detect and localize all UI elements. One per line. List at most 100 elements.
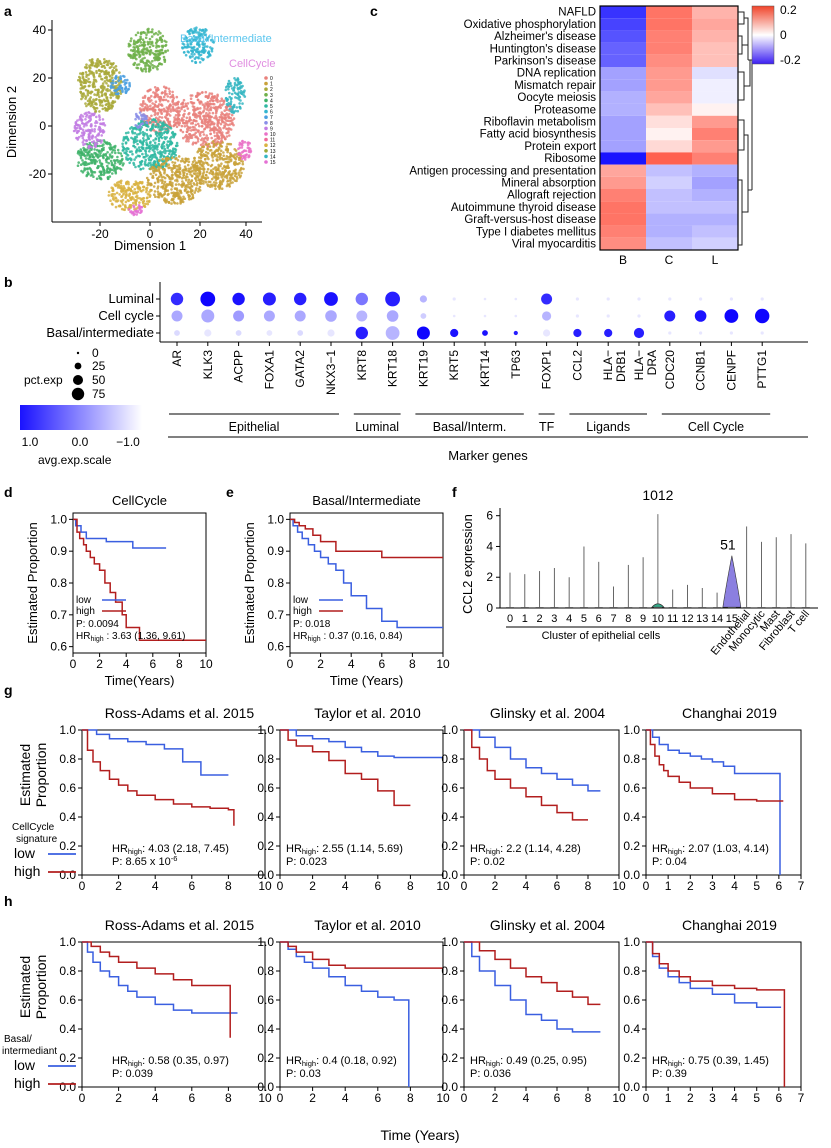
tsne-cell-point: [157, 165, 160, 169]
tsne-cell-point: [152, 139, 155, 142]
tsne-cell-point: [221, 170, 224, 174]
tsne-cell-point: [88, 59, 92, 62]
tsne-cell-point: [135, 57, 138, 61]
tsne-cell-point: [117, 79, 120, 83]
tsne-cell-point: [93, 161, 96, 164]
tsne-cell-point: [170, 191, 173, 195]
tsne-cell-point: [92, 71, 95, 75]
hr-label: HR: [286, 843, 302, 855]
tsne-cell-point: [230, 113, 234, 117]
heatmap-row-label: Type I diabetes mellitus: [476, 226, 596, 238]
tsne-cell-point: [203, 42, 206, 46]
km-y-tick-label: 0.8: [623, 964, 640, 978]
panel-letter-g: g: [4, 682, 13, 698]
tsne-cell-point: [235, 106, 239, 109]
tsne-cell-point: [204, 151, 208, 154]
size-legend-dot: [76, 351, 80, 355]
tsne-cell-point: [223, 109, 226, 112]
tsne-cell-point: [136, 142, 139, 146]
tsne-cell-point: [146, 28, 149, 31]
heatmap-row-label: Oocyte meiosis: [517, 92, 596, 104]
tsne-cell-point: [141, 104, 144, 108]
dotplot-gene-label: CDC20: [663, 350, 677, 390]
tsne-cell-point: [201, 130, 205, 134]
tsne-cell-point: [210, 92, 214, 95]
tsne-cell-point: [179, 191, 183, 195]
tsne-cell-point: [142, 61, 146, 65]
tsne-cell-point: [99, 152, 102, 155]
tsne-cell-point: [138, 201, 141, 204]
km-curve-high: [464, 729, 588, 821]
km-x-tick-label: 10: [258, 1091, 272, 1105]
dotplot-gene-label: KRT8: [355, 350, 369, 381]
tsne-cell-point: [85, 123, 88, 127]
km-x-tick-label: 6: [374, 879, 381, 893]
tsne-cell-point: [98, 159, 101, 162]
tsne-cell-point: [104, 93, 107, 96]
tsne-cell-point: [185, 104, 188, 108]
tsne-cell-point: [194, 108, 197, 112]
heatmap-cell: [600, 176, 646, 189]
tsne-cell-point: [152, 185, 156, 188]
tsne-legend-swatch: [264, 121, 268, 125]
tsne-cell-point: [202, 139, 205, 143]
tsne-cell-point: [197, 156, 201, 159]
tsne-cell-point: [186, 190, 189, 194]
tsne-cell-point: [153, 118, 157, 122]
dotplot-dot: [170, 292, 184, 306]
tsne-cell-point: [181, 42, 185, 45]
tsne-cell-point: [99, 62, 102, 65]
tsne-cell-point: [81, 141, 85, 144]
tsne-cell-point: [152, 32, 156, 36]
tsne-cell-point: [204, 38, 208, 41]
heatmap-cell: [692, 42, 738, 55]
tsne-cell-point: [143, 117, 147, 121]
km-y-tick-label: 0.8: [50, 576, 67, 590]
tsne-cell-point: [227, 79, 231, 83]
tsne-cell-point: [155, 168, 158, 171]
tsne-cell-point: [233, 153, 237, 156]
hr-value: : 3.63 (1.36, 9.61): [104, 631, 186, 642]
tsne-cell-point: [220, 187, 224, 190]
tsne-cell-point: [100, 139, 104, 142]
dotplot-dot: [483, 314, 487, 318]
tsne-legend-swatch: [264, 76, 268, 80]
heatmap-colorbar-tick: 0.2: [780, 3, 797, 17]
km-y-tick-label: 0.8: [441, 964, 458, 978]
tsne-cell-point: [247, 155, 250, 159]
tsne-cell-point: [227, 115, 231, 119]
heatmap-cell: [692, 103, 738, 116]
tsne-cell-point: [137, 63, 141, 66]
tsne-cell-point: [181, 46, 184, 49]
tsne-cell-point: [153, 193, 156, 196]
heatmap-dendrogram-lines: [738, 11, 753, 246]
tsne-cell-point: [193, 52, 196, 56]
tsne-cell-point: [241, 102, 244, 105]
km-legend-low: low: [293, 595, 309, 606]
tsne-cell-point: [206, 55, 209, 59]
tsne-cell-point: [101, 104, 104, 107]
dotplot-dot: [514, 314, 518, 318]
dotplot-dot: [266, 330, 273, 336]
tsne-cell-point: [201, 174, 205, 178]
tsne-cell-point: [161, 34, 165, 38]
tsne-cell-point: [142, 139, 146, 142]
tsne-cell-point: [214, 105, 218, 109]
km-p-value: P: 0.036: [470, 1068, 511, 1080]
tsne-cell-point: [196, 172, 199, 175]
dotplot-dot: [416, 326, 430, 340]
km-y-tick-label: 0.8: [59, 964, 76, 978]
tsne-cell-point: [178, 172, 182, 176]
tsne-cell-point: [140, 163, 143, 166]
tsne-cell-point: [179, 128, 183, 132]
tsne-cell-point: [204, 118, 207, 122]
tsne-cell-point: [111, 148, 115, 152]
tsne-cell-point: [81, 75, 85, 78]
tsne-cell-point: [164, 201, 168, 204]
tsne-cell-point: [122, 148, 125, 152]
tsne-cell-point: [95, 148, 99, 152]
tsne-cell-point: [106, 164, 109, 168]
tsne-cell-point: [139, 128, 142, 131]
tsne-cell-point: [94, 98, 98, 101]
